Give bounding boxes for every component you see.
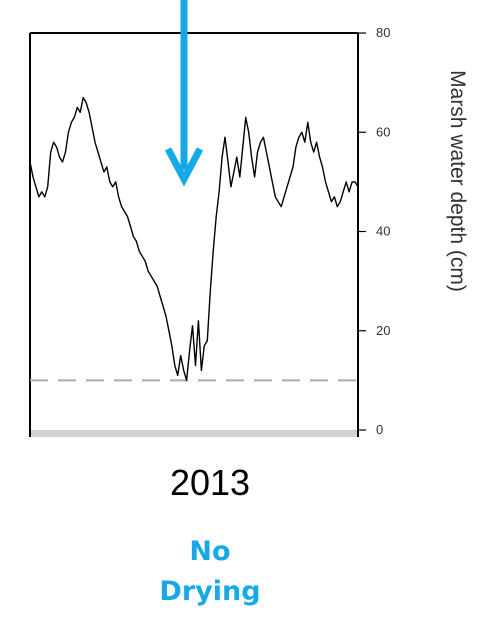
ground-band [30, 430, 358, 437]
y-tick-label-40: 40 [376, 224, 390, 239]
series-line-water-depth [29, 96, 359, 382]
status-line-1: No [189, 536, 231, 567]
y-tick-label-60: 60 [376, 124, 390, 139]
y-tick-label-80: 80 [376, 25, 390, 40]
y-tick-label-20: 20 [376, 323, 390, 338]
y-axis-title: Marsh water depth (cm) [446, 70, 469, 292]
status-line-2: Drying [159, 576, 261, 607]
year-label: 2013 [169, 462, 251, 503]
down-arrow-icon [164, 0, 204, 187]
y-axis: 0 20 40 60 80 [358, 25, 390, 437]
status-label: No Drying [0, 532, 420, 612]
y-tick-label-0: 0 [376, 422, 383, 437]
